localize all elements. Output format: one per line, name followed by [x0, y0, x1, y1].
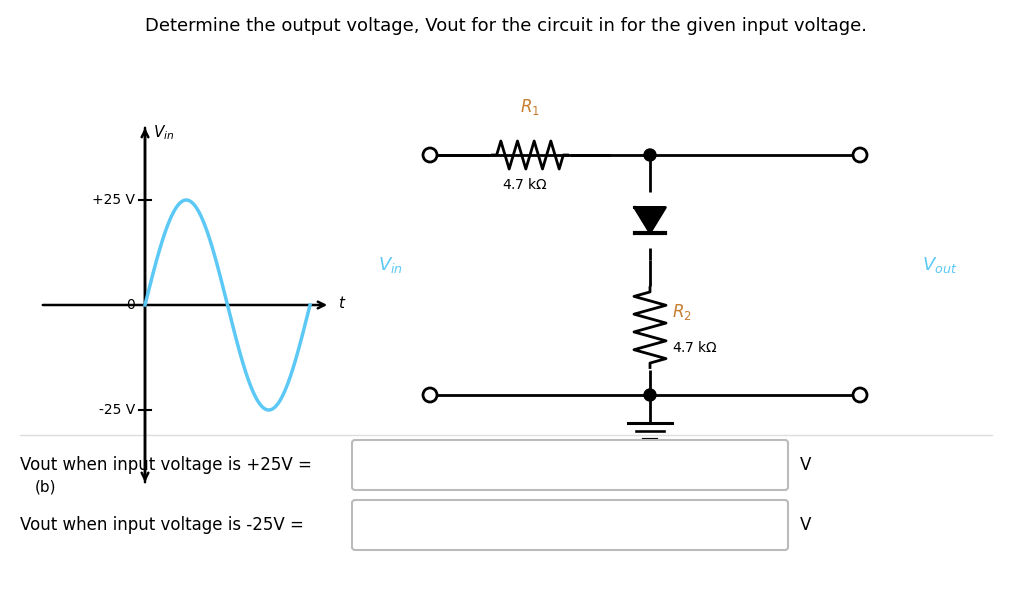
Text: $R_1$: $R_1$	[520, 97, 540, 117]
Text: $R_2$: $R_2$	[671, 302, 692, 322]
Text: $t$: $t$	[338, 295, 346, 311]
Polygon shape	[634, 208, 665, 233]
Text: V: V	[800, 516, 811, 534]
FancyBboxPatch shape	[352, 500, 788, 550]
Circle shape	[423, 148, 437, 162]
Circle shape	[852, 388, 866, 402]
Text: (b): (b)	[35, 480, 57, 495]
Text: 4.7 k$\Omega$: 4.7 k$\Omega$	[671, 340, 717, 355]
Text: 4.7 k$\Omega$: 4.7 k$\Omega$	[501, 177, 547, 192]
Text: Vout when input voltage is -25V =: Vout when input voltage is -25V =	[20, 516, 303, 534]
Circle shape	[643, 389, 655, 401]
Text: $V_{in}$: $V_{in}$	[153, 123, 174, 142]
Text: Vout when input voltage is +25V =: Vout when input voltage is +25V =	[20, 456, 311, 474]
FancyBboxPatch shape	[352, 440, 788, 490]
Text: Determine the output voltage, Vout for the circuit in for the given input voltag: Determine the output voltage, Vout for t…	[145, 17, 866, 35]
Circle shape	[643, 149, 655, 161]
Text: -25 V: -25 V	[99, 403, 134, 417]
Circle shape	[423, 388, 437, 402]
Text: 0: 0	[126, 298, 134, 312]
Text: V: V	[800, 456, 811, 474]
Text: $V_{out}$: $V_{out}$	[921, 255, 956, 275]
Text: $V_{in}$: $V_{in}$	[377, 255, 402, 275]
Text: +25 V: +25 V	[92, 193, 134, 207]
Circle shape	[852, 148, 866, 162]
